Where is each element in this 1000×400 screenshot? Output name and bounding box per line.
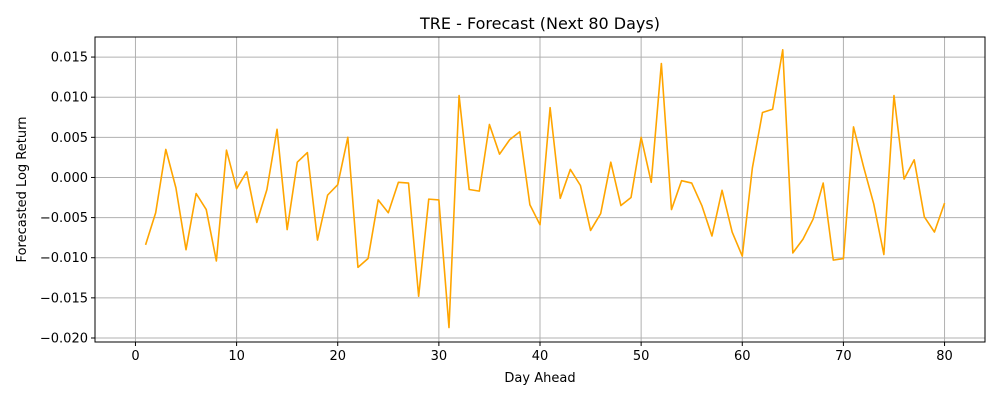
y-tick-label: −0.005 — [40, 211, 88, 226]
y-tick-label: 0.010 — [51, 91, 88, 106]
x-tick-label: 10 — [228, 349, 245, 364]
plot-area — [144, 49, 946, 329]
y-axis: −0.020 −0.015 −0.010 −0.005 0.000 0.005 0.010 0… — [40, 51, 95, 346]
grid — [95, 37, 985, 342]
x-tick-label: 30 — [431, 349, 448, 364]
x-tick-label: 0 — [131, 349, 139, 364]
y-axis-title: Forecasted Log Return — [15, 117, 30, 263]
x-tick-label: 60 — [734, 349, 751, 364]
x-tick-label: 40 — [532, 349, 549, 364]
x-tick-label: 20 — [329, 349, 346, 364]
y-tick-label: 0.015 — [51, 51, 88, 66]
x-tick-label: 70 — [835, 349, 852, 364]
x-tick-label: 80 — [936, 349, 953, 364]
y-tick-label: 0.000 — [51, 171, 88, 186]
forecast-series-line — [144, 49, 946, 329]
y-tick-label: −0.015 — [40, 291, 88, 306]
x-axis: 0 10 20 30 40 50 60 70 80 — [131, 342, 953, 364]
y-tick-label: −0.020 — [40, 331, 88, 346]
y-tick-label: 0.005 — [51, 131, 88, 146]
chart-title: TRE - Forecast (Next 80 Days) — [419, 14, 660, 33]
x-tick-label: 50 — [633, 349, 650, 364]
x-axis-title: Day Ahead — [504, 371, 575, 386]
y-tick-label: −0.010 — [40, 251, 88, 266]
